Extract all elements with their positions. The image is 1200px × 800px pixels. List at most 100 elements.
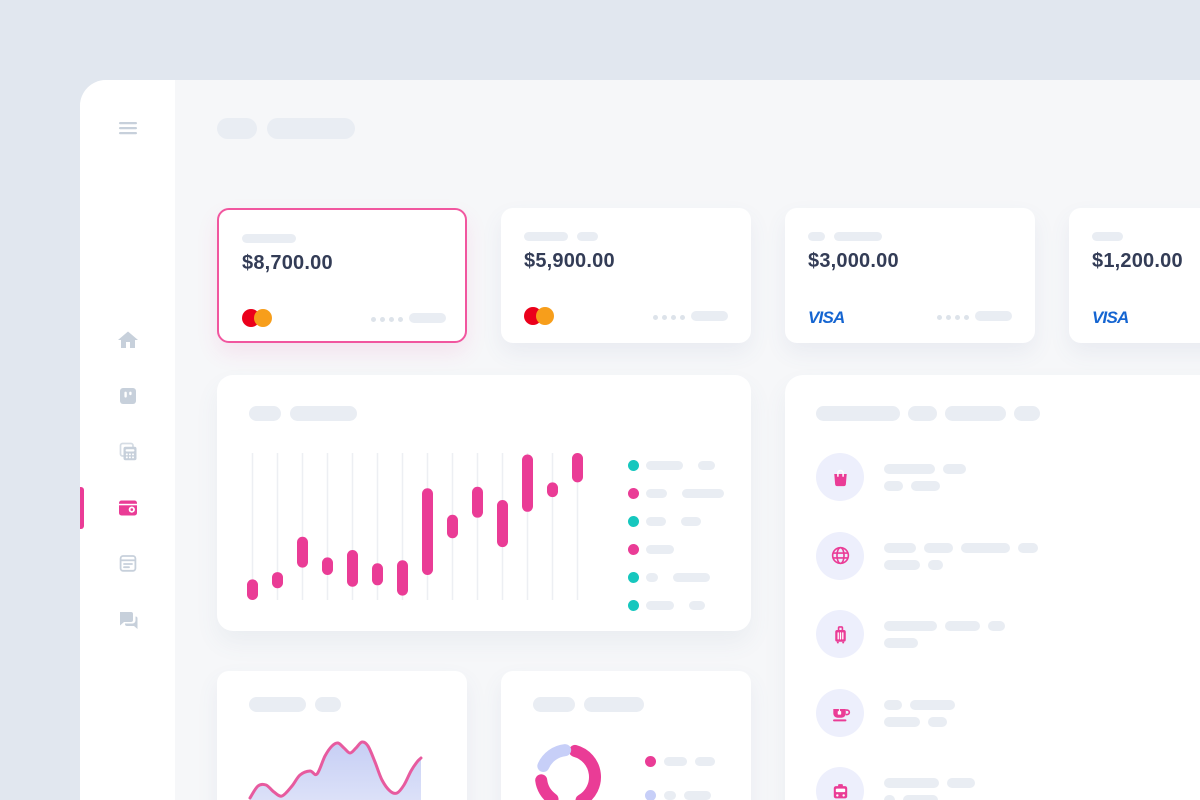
transaction-pill <box>943 464 966 474</box>
transaction-pill <box>884 621 937 631</box>
legend-label-pill <box>698 460 715 470</box>
donut-legend-dot <box>645 790 656 800</box>
donut-chart <box>501 671 751 800</box>
account-balance: $1,200.00 <box>1092 250 1183 272</box>
legend-dot <box>628 515 639 527</box>
transaction-row[interactable] <box>816 531 1200 580</box>
sidebar-item-calendar[interactable] <box>108 543 148 583</box>
transaction-line1-skeleton <box>884 621 1005 631</box>
transaction-line2-skeleton <box>884 716 947 727</box>
trend-title-skeleton <box>249 697 341 712</box>
transaction-icon-circle <box>816 453 864 501</box>
transaction-pill <box>903 795 938 800</box>
transaction-pill <box>884 638 918 648</box>
transaction-icon-circle <box>816 610 864 658</box>
card-label-skeleton <box>1092 232 1123 241</box>
transaction-row[interactable] <box>816 453 1200 501</box>
donut-chart-card <box>501 671 751 800</box>
activity-chart-card <box>217 375 751 631</box>
sidebar-item-calculator[interactable] <box>108 432 148 472</box>
transaction-pill <box>884 559 920 570</box>
legend-label-pill <box>689 600 705 610</box>
legend-label-pill <box>673 572 710 582</box>
legend-dot <box>628 459 639 471</box>
account-card-2[interactable]: $5,900.00 <box>501 208 751 343</box>
donut-title-skeleton <box>533 697 644 712</box>
legend-label-pill <box>646 572 658 582</box>
card-label-pill <box>524 232 568 241</box>
card-label-skeleton <box>524 232 598 241</box>
sidebar-item-home[interactable] <box>108 320 148 360</box>
transaction-line2-skeleton <box>884 481 940 491</box>
card-label-skeleton <box>808 232 882 241</box>
trend-title-pill <box>249 697 306 712</box>
accounts-row: $8,700.00 $5,900.00 $3,000.00 VISA $1,20… <box>217 208 1200 343</box>
mastercard-logo <box>242 309 287 328</box>
transaction-pill <box>884 542 916 553</box>
transaction-pill <box>1018 542 1038 553</box>
card-number-skeleton <box>409 313 446 323</box>
calendar-icon <box>119 555 137 572</box>
transaction-pill <box>961 542 1010 553</box>
chart-title-skeleton <box>249 406 357 421</box>
legend-label-pill <box>646 600 674 610</box>
legend-item <box>628 563 725 591</box>
range-bar-chart <box>217 375 751 636</box>
transaction-pill <box>910 699 955 710</box>
transaction-pill <box>945 621 980 631</box>
account-balance: $8,700.00 <box>242 252 333 274</box>
transaction-row[interactable] <box>816 610 1200 658</box>
legend-dot <box>628 571 639 583</box>
legend-label-pill <box>682 488 724 498</box>
transaction-pill <box>884 716 920 727</box>
legend-item <box>628 591 725 619</box>
legend-label-pill <box>681 516 701 526</box>
legend-item <box>628 507 725 535</box>
page-title-pill <box>217 118 257 139</box>
donut-legend-pill <box>664 757 687 766</box>
trend-chart-card <box>217 671 467 800</box>
chart-title-pill <box>290 406 357 421</box>
chart-title-pill <box>249 406 281 421</box>
transaction-pill <box>928 559 943 570</box>
chat-icon <box>120 612 138 629</box>
transaction-icon-circle <box>816 688 864 737</box>
donut-legend-pill <box>684 791 711 800</box>
transactions-header-skeleton <box>816 406 1040 421</box>
transactions-header-pill <box>945 406 1006 421</box>
transaction-pill <box>884 481 903 491</box>
donut-title-pill <box>533 697 575 712</box>
legend-label-pill <box>646 488 667 498</box>
sidebar-active-indicator <box>80 487 84 529</box>
menu-icon[interactable] <box>108 108 148 148</box>
sidebar-item-boards[interactable] <box>108 376 148 416</box>
legend-label-pill <box>646 544 674 554</box>
luggage-icon <box>834 625 846 643</box>
masked-card-digits <box>937 315 969 320</box>
card-label-pill <box>577 232 598 241</box>
account-card-4[interactable]: $1,200.00 VISA <box>1069 208 1200 343</box>
card-label-pill <box>808 232 825 241</box>
account-card-3[interactable]: $3,000.00 VISA <box>785 208 1035 343</box>
transaction-pill <box>884 778 939 788</box>
taxi-icon <box>833 783 847 798</box>
transaction-line1-skeleton <box>884 699 955 710</box>
transaction-row[interactable] <box>816 767 1200 800</box>
sidebar-item-wallet[interactable] <box>108 488 148 528</box>
page-title-skeleton <box>217 118 355 139</box>
donut-legend-dot <box>645 756 656 767</box>
page-title-pill <box>267 118 355 139</box>
sidebar-item-chat[interactable] <box>108 600 148 640</box>
wallet-icon <box>119 500 137 516</box>
account-card-1[interactable]: $8,700.00 <box>217 208 467 343</box>
card-label-pill <box>242 234 296 243</box>
trend-title-pill <box>315 697 341 712</box>
home-icon <box>118 331 138 348</box>
masked-card-digits <box>653 315 685 320</box>
donut-title-pill <box>584 697 644 712</box>
card-label-pill <box>834 232 882 241</box>
transaction-icon-circle <box>816 767 864 800</box>
calculator-icon <box>119 442 137 461</box>
masked-card-digits <box>371 317 403 322</box>
transaction-row[interactable] <box>816 688 1200 737</box>
